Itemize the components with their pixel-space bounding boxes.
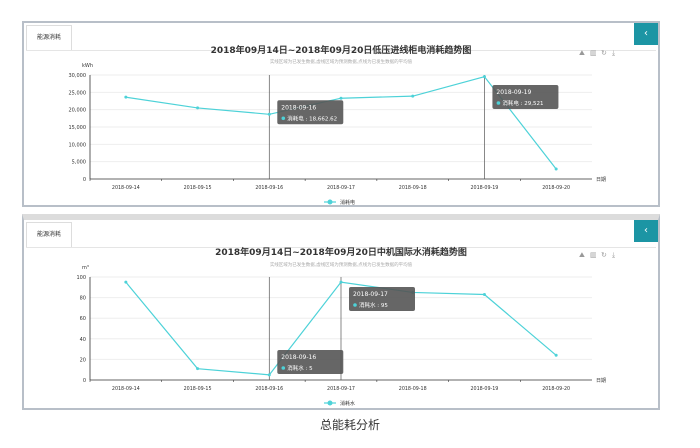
legend-label[interactable]: 消耗电 [340, 199, 355, 205]
collapse-button[interactable]: ‹ [634, 220, 658, 242]
tooltip-marker [281, 116, 286, 121]
collapse-button[interactable]: ‹ [634, 23, 658, 45]
chart-panel-electricity: 能源消耗 ‹ 2018年09月14日~2018年09月20日低压进线柜电消耗趋势… [22, 21, 660, 207]
tooltip-date: 2018-09-17 [353, 291, 388, 298]
chart-water: 2018年09月14日~2018年09月20日中机国际水消耗趋势图实线区域为已发… [76, 246, 615, 406]
refresh-icon[interactable]: ↻ [601, 251, 607, 259]
x-tick-label: 2018-09-16 [255, 386, 283, 392]
tooltip-date: 2018-09-19 [496, 89, 531, 96]
bar-chart-icon[interactable]: ▥ [590, 49, 597, 57]
bar-chart-icon[interactable]: ▥ [590, 251, 597, 259]
data-point [124, 280, 128, 284]
x-tick-label: 2018-09-15 [184, 386, 212, 392]
y-tick-label: 15,000 [69, 125, 87, 131]
download-icon[interactable]: ⤓ [612, 251, 615, 259]
legend-marker [327, 400, 333, 406]
tooltip [492, 85, 559, 109]
tab-energy[interactable]: 能源消耗 [26, 25, 72, 50]
chevron-left-icon: ‹ [644, 28, 648, 39]
x-tick-label: 2018-09-17 [327, 386, 355, 392]
x-tick-label: 2018-09-20 [542, 386, 570, 392]
y-tick-label: 5,000 [72, 160, 86, 166]
legend-marker [327, 199, 333, 205]
data-point [411, 94, 415, 98]
tooltip-date: 2018-09-16 [281, 104, 316, 111]
data-point [482, 293, 486, 297]
x-tick-label: 2018-09-16 [255, 185, 283, 191]
chart-subtitle: 实线区域为已发生数据,虚线区域为预测数据,点线为已发生数据的平均值 [270, 261, 413, 268]
tooltip-value: 消耗水 : 5 [287, 364, 313, 372]
divider [26, 247, 656, 248]
tooltip-value: 消耗水 : 95 [359, 301, 388, 309]
caption: 总能耗分析 [319, 418, 380, 432]
y-tick-label: 20,000 [69, 108, 87, 114]
data-point [339, 96, 343, 100]
line-chart-icon[interactable]: ⛰ [579, 49, 585, 57]
x-tick-label: 2018-09-18 [399, 386, 427, 392]
tooltip-value: 消耗电 : 18,662.62 [287, 114, 337, 122]
chevron-left-icon: ‹ [644, 225, 648, 236]
y-tick-label: 0 [83, 378, 86, 384]
tooltip-value: 消耗电 : 29,521 [502, 99, 543, 107]
legend-label[interactable]: 消耗水 [340, 400, 355, 406]
tooltip [277, 100, 344, 125]
tooltip [349, 287, 415, 311]
x-tick-label: 2018-09-19 [470, 185, 498, 191]
x-tick-label: 2018-09-20 [542, 185, 570, 191]
x-tick-label: 2018-09-15 [184, 185, 212, 191]
data-point [482, 75, 486, 79]
data-point [196, 106, 200, 110]
x-axis-label: 日期 [596, 378, 606, 384]
tooltip-marker [496, 101, 501, 105]
y-axis-unit: m³ [82, 265, 89, 271]
refresh-icon[interactable]: ↻ [601, 49, 607, 57]
x-tick-label: 2018-09-17 [327, 185, 355, 191]
chart-subtitle: 实线区域为已发生数据,虚线区域为预测数据,点线为已发生数据的平均值 [270, 58, 413, 65]
chart-electricity: 2018年09月14日~2018年09月20日低压进线柜电消耗趋势图实线区域为已… [69, 44, 616, 205]
tooltip-date: 2018-09-16 [281, 354, 316, 361]
y-tick-label: 25,000 [69, 90, 87, 96]
x-tick-label: 2018-09-19 [470, 386, 498, 392]
chart-title: 2018年09月14日~2018年09月20日中机国际水消耗趋势图 [215, 246, 467, 258]
data-point [124, 95, 128, 99]
x-tick-label: 2018-09-14 [112, 185, 140, 191]
download-icon[interactable]: ⤓ [612, 49, 615, 57]
y-tick-label: 0 [83, 177, 86, 183]
tooltip [277, 350, 344, 374]
chart-panel-water: 能源消耗 ‹ 2018年09月14日~2018年09月20日中机国际水消耗趋势图… [22, 214, 660, 410]
y-tick-label: 100 [76, 275, 86, 281]
data-point [554, 353, 558, 357]
tooltip-marker [353, 303, 357, 307]
tab-energy[interactable]: 能源消耗 [26, 222, 72, 247]
data-point [339, 280, 343, 284]
y-tick-label: 60 [80, 316, 86, 322]
x-tick-label: 2018-09-14 [112, 386, 140, 392]
data-point [267, 373, 271, 377]
y-axis-unit: kWh [82, 63, 93, 69]
x-tick-label: 2018-09-18 [399, 185, 427, 191]
y-tick-label: 10,000 [69, 142, 87, 148]
line-chart-icon[interactable]: ⛰ [579, 251, 585, 259]
divider [26, 50, 656, 51]
y-tick-label: 80 [80, 296, 86, 302]
data-point [267, 112, 271, 116]
y-tick-label: 40 [80, 337, 86, 343]
tooltip-marker [281, 366, 286, 370]
data-point [196, 367, 200, 371]
chart-title: 2018年09月14日~2018年09月20日低压进线柜电消耗趋势图 [211, 44, 472, 56]
data-point [554, 167, 558, 171]
y-tick-label: 20 [80, 357, 86, 363]
y-tick-label: 30,000 [69, 73, 87, 79]
x-axis-label: 日期 [596, 177, 606, 183]
